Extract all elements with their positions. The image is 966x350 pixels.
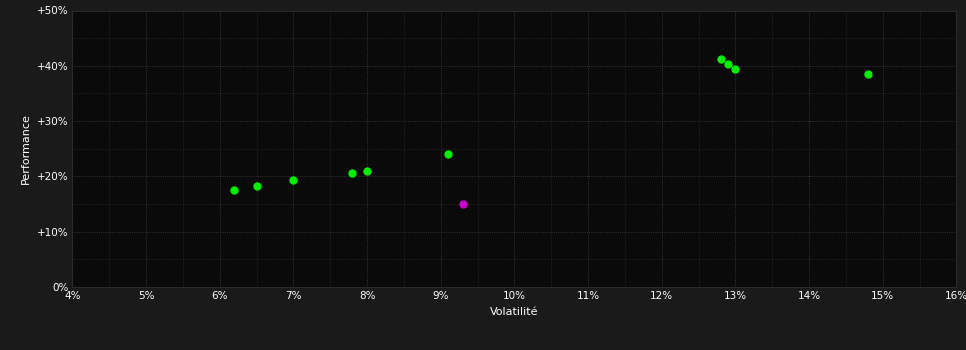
Point (455, 201, 470, 207)
Point (359, 168, 375, 174)
Point (286, 177, 301, 183)
Point (727, 66, 743, 71)
Point (713, 56, 728, 62)
Point (249, 183, 265, 189)
Point (227, 188, 242, 193)
Point (345, 170, 360, 175)
Point (721, 61, 736, 67)
Point (860, 71, 875, 77)
X-axis label: Volatilité: Volatilité (490, 307, 539, 317)
Y-axis label: Performance: Performance (21, 113, 31, 184)
Point (440, 152, 456, 157)
